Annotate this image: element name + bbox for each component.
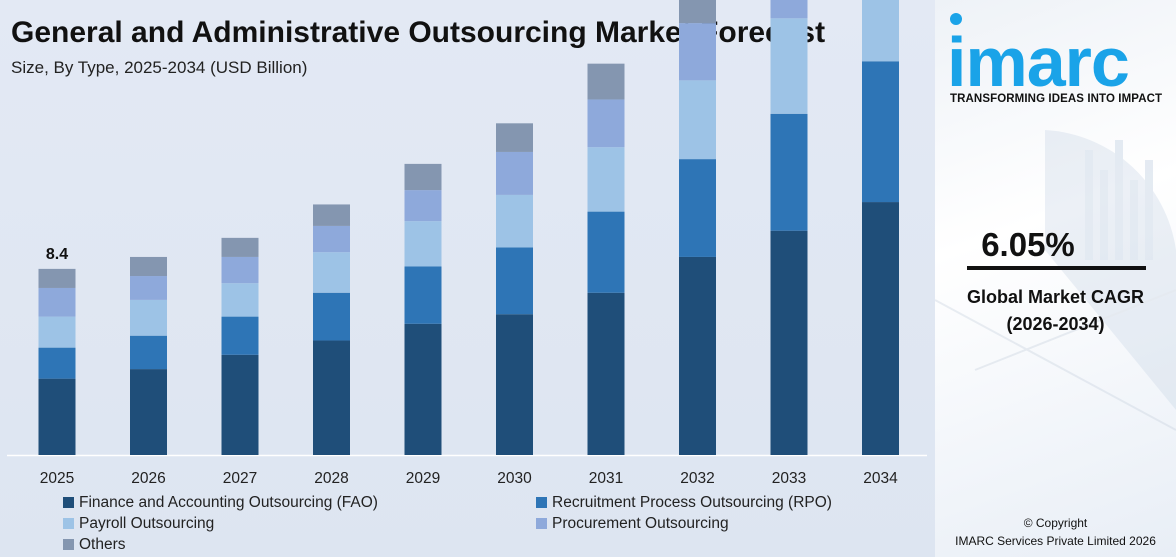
legend-swatch [536,497,547,508]
bar-segment [770,113,808,231]
bar-segment [130,299,167,336]
brand-panel: imarc TRANSFORMING IDEAS INTO IMPACT 6.0… [935,0,1176,557]
bar-segment [587,63,625,100]
legend-label: Procurement Outsourcing [552,514,729,532]
bar-segment [770,18,808,114]
legend-label: Others [79,535,126,553]
bar-segment [496,247,533,315]
chart-panel: General and Administrative Outsourcing M… [0,0,935,557]
bar-segment [679,256,716,455]
bar-segment [496,194,533,248]
bar-segment [130,335,167,370]
bar-segment [587,211,625,293]
bar-segment [496,123,533,152]
x-tick-label: 2026 [131,470,165,487]
x-tick-label: 2025 [40,470,74,487]
bar-segment [404,190,442,222]
bar-segment [679,80,716,160]
x-tick-label: 2032 [680,470,714,487]
bar-segment [404,163,442,191]
bar-segment [862,0,899,62]
brand-tagline: TRANSFORMING IDEAS INTO IMPACT [950,93,1163,105]
bar-segment [38,287,76,317]
x-tick-label: 2028 [314,470,348,487]
bar-segment [496,314,533,455]
bar-segment [130,256,167,277]
cagr-label-line2: (2026-2034) [1006,314,1105,334]
legend-label: Finance and Accounting Outsourcing (FAO) [79,493,378,511]
bar-segment [679,159,716,257]
bar-segment [404,221,442,267]
bar-segment [221,316,259,355]
bar-segment [770,230,808,455]
bar-segment [496,151,533,195]
bar-segment [313,252,350,293]
cagr-value: 6.05% [981,226,1075,263]
legend-item: Others [63,535,536,554]
copyright-line1: © Copyright [1023,516,1088,530]
bar-segment [404,266,442,324]
legend-swatch [63,518,74,529]
bar-segment [130,369,167,455]
legend-item: Recruitment Process Outsourcing (RPO) [536,493,916,512]
bar-segment [587,99,625,148]
legend-swatch [63,539,74,550]
copyright-notice: © Copyright IMARC Services Private Limit… [935,514,1176,550]
bar-segment [38,347,76,379]
x-tick-label: 2033 [772,470,806,487]
bar-segment [221,283,259,317]
bar-segment [404,323,442,455]
x-tick-label: 2029 [406,470,440,487]
bar-segment [38,316,76,348]
bar-segment [221,237,259,257]
logo-dot [950,13,962,25]
bar-segment [862,202,899,455]
legend-label: Recruitment Process Outsourcing (RPO) [552,493,832,511]
bar-segment [130,276,167,300]
legend-item: Payroll Outsourcing [63,514,536,533]
copyright-line2: IMARC Services Private Limited 2026 [955,534,1156,548]
legend-item: Finance and Accounting Outsourcing (FAO) [63,493,536,512]
bar-segment [38,268,76,288]
bar-segment [587,147,625,212]
x-tick-label: 2034 [863,470,898,487]
bar-segment [221,256,259,284]
imarc-logo: imarc [947,13,1130,96]
legend-swatch [63,497,74,508]
bar-segment [313,292,350,341]
bar-segment [770,0,808,19]
x-tick-label: 2031 [589,470,623,487]
bar-segment [38,378,76,455]
chart-legend: Finance and Accounting Outsourcing (FAO)… [63,493,923,554]
legend-label: Payroll Outsourcing [79,514,215,532]
bar-segment [862,61,899,203]
chart-subtitle: Size, By Type, 2025-2034 (USD Billion) [11,58,308,77]
bar-segment [313,204,350,226]
decorative-background-chart [935,130,1176,431]
stacked-bar-chart: 2025 8.4 2026 2027 2028 2029 2030 2031 2032 2033 2… [7,0,927,487]
bar-segment [313,225,350,253]
x-tick-label: 2027 [223,470,257,487]
cagr-label-line1: Global Market CAGR [966,287,1145,307]
bar-segment [679,0,716,24]
bar-segment [679,23,716,81]
bar-segment [587,292,625,455]
legend-item: Procurement Outsourcing [536,514,916,533]
cagr-divider [967,266,1146,270]
cagr-label: Global Market CAGR (2026-2034) [935,284,1176,338]
logo-text: imarc [947,23,1129,96]
data-label: 8.4 [46,246,68,263]
bar-segment [313,340,350,455]
bar-segment [221,354,259,455]
x-tick-label: 2030 [497,470,532,487]
legend-swatch [536,518,547,529]
